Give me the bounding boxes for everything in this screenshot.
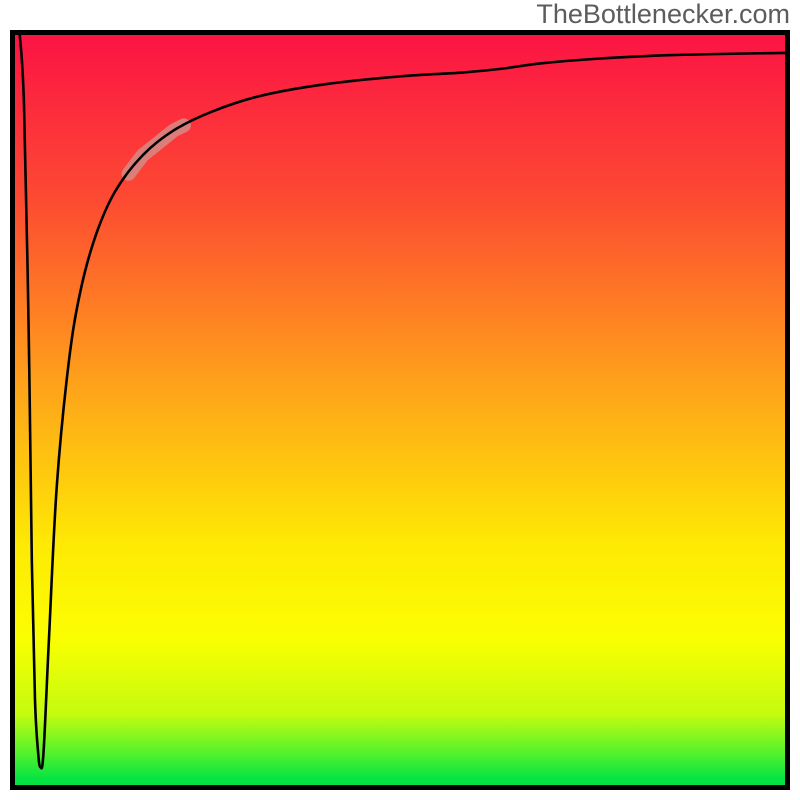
plot-frame (13, 33, 788, 788)
plot-area (10, 30, 790, 790)
chart-container: TheBottlenecker.com (0, 0, 800, 800)
highlight-segment (129, 125, 184, 173)
watermark-text: TheBottlenecker.com (536, 0, 790, 30)
main-curve (19, 30, 790, 768)
curve-svg (10, 30, 790, 790)
